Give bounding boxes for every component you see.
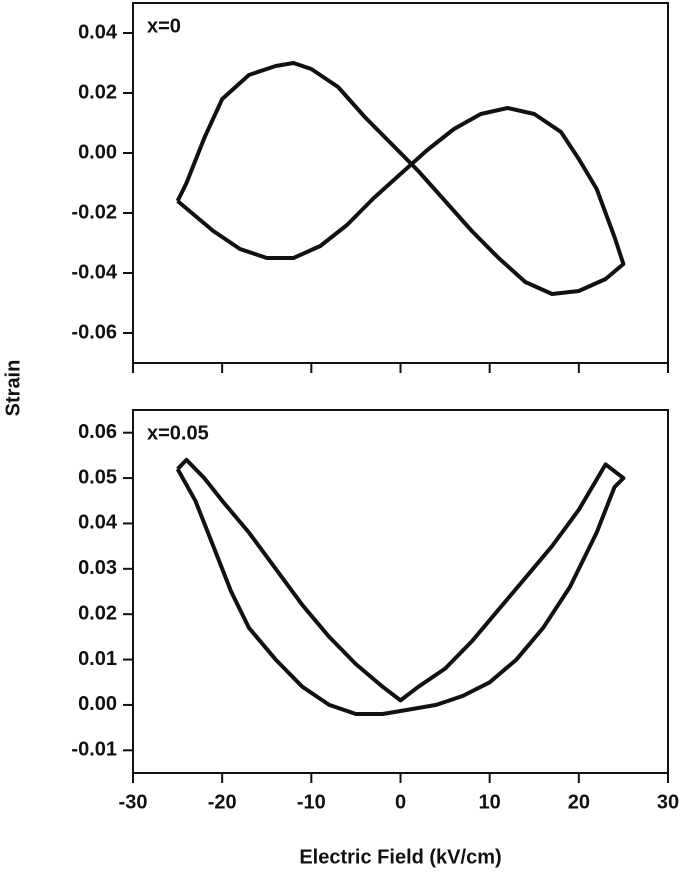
y-tick-label: -0.06 [71,321,117,343]
data-line [175,457,626,716]
y-tick-label: 0.00 [78,693,117,715]
y-tick-label: -0.02 [71,201,117,223]
x-tick-label: -20 [208,791,237,813]
x-tick-label: 0 [395,791,406,813]
y-tick-label: 0.02 [78,81,117,103]
y-tick-label: 0.01 [78,648,117,670]
data-line [175,61,626,296]
x-tick-label: -10 [297,791,326,813]
x-tick-label: 20 [568,791,590,813]
y-axis-label: Strain [2,360,24,417]
y-tick-label: -0.04 [71,261,117,283]
y-tick-label: -0.01 [71,739,117,761]
x-tick-label: -30 [119,791,148,813]
y-tick-label: 0.00 [78,141,117,163]
plot-frame [132,409,669,774]
x-tick-label: 30 [657,791,679,813]
y-tick-label: 0.02 [78,602,117,624]
x-tick-label: 10 [479,791,501,813]
y-tick-label: 0.03 [78,557,117,579]
y-tick-label: 0.05 [78,466,117,488]
y-tick-label: 0.04 [78,21,118,43]
panel-label: x=0.05 [147,422,209,444]
panel-label: x=0 [147,15,181,37]
y-tick-label: 0.04 [78,512,118,534]
x-axis-label: Electric Field (kV/cm) [299,846,501,868]
y-tick-label: 0.06 [78,421,117,443]
plot-frame [132,2,669,364]
